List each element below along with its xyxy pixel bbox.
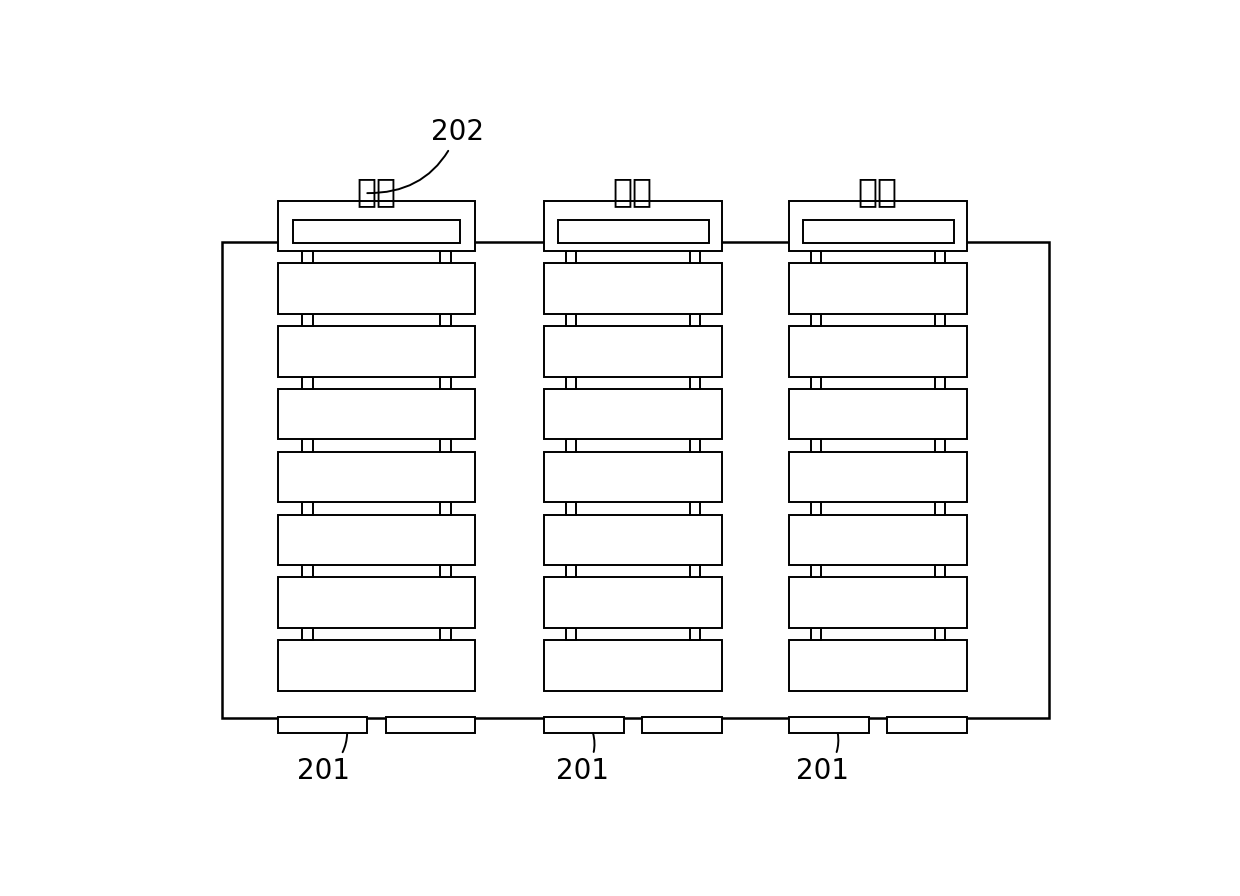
Bar [691, 439, 701, 452]
Bar [293, 220, 460, 244]
Bar [303, 565, 312, 577]
Bar [565, 628, 575, 640]
Text: 201: 201 [557, 733, 609, 786]
Bar [935, 565, 945, 577]
Bar [440, 376, 451, 389]
Bar [440, 439, 451, 452]
Bar [789, 263, 967, 314]
Text: 202: 202 [367, 117, 484, 194]
Bar [691, 628, 701, 640]
Bar [811, 251, 821, 263]
Bar [544, 201, 722, 251]
Bar [691, 314, 701, 326]
Bar [789, 389, 967, 439]
Bar [887, 717, 967, 733]
Bar [789, 201, 967, 251]
Bar [544, 640, 722, 691]
Bar [789, 717, 869, 733]
Bar [935, 439, 945, 452]
Bar [565, 376, 575, 389]
Bar [544, 326, 722, 376]
Bar [440, 251, 451, 263]
Bar [691, 251, 701, 263]
Bar [811, 628, 821, 640]
Bar [440, 314, 451, 326]
Bar [278, 452, 475, 502]
Bar [303, 251, 312, 263]
Bar [303, 376, 312, 389]
Bar [691, 376, 701, 389]
Bar [691, 502, 701, 514]
Bar [278, 640, 475, 691]
Bar [811, 314, 821, 326]
Bar [278, 263, 475, 314]
Bar [811, 565, 821, 577]
Bar [935, 251, 945, 263]
Bar [278, 577, 475, 628]
Bar [811, 376, 821, 389]
Bar [802, 220, 954, 244]
Bar [278, 389, 475, 439]
Bar [565, 439, 575, 452]
Bar [565, 251, 575, 263]
Bar [811, 502, 821, 514]
Bar [278, 514, 475, 565]
Bar [544, 577, 722, 628]
Text: 高压: 高压 [356, 176, 396, 208]
Bar [278, 717, 367, 733]
Bar [440, 628, 451, 640]
Bar [789, 514, 967, 565]
Bar [222, 242, 1049, 718]
Text: 201: 201 [796, 733, 849, 786]
Bar [565, 502, 575, 514]
Bar [565, 565, 575, 577]
Bar [789, 326, 967, 376]
Bar [303, 314, 312, 326]
Bar [558, 220, 708, 244]
Bar [544, 263, 722, 314]
Bar [935, 376, 945, 389]
Bar [544, 389, 722, 439]
Bar [789, 452, 967, 502]
Bar [303, 628, 312, 640]
Bar [303, 439, 312, 452]
Bar [789, 640, 967, 691]
Bar [278, 326, 475, 376]
Bar [303, 502, 312, 514]
Bar [544, 514, 722, 565]
Text: 低压: 低压 [858, 176, 898, 208]
Bar [565, 314, 575, 326]
Text: 201: 201 [296, 733, 350, 786]
Bar [440, 502, 451, 514]
Bar [935, 628, 945, 640]
Bar [544, 452, 722, 502]
Bar [691, 565, 701, 577]
Bar [789, 577, 967, 628]
Bar [642, 717, 722, 733]
Bar [278, 201, 475, 251]
Text: 中压: 中压 [613, 176, 652, 208]
Bar [544, 717, 624, 733]
Bar [811, 439, 821, 452]
Bar [440, 565, 451, 577]
Bar [387, 717, 475, 733]
Bar [935, 314, 945, 326]
Bar [935, 502, 945, 514]
